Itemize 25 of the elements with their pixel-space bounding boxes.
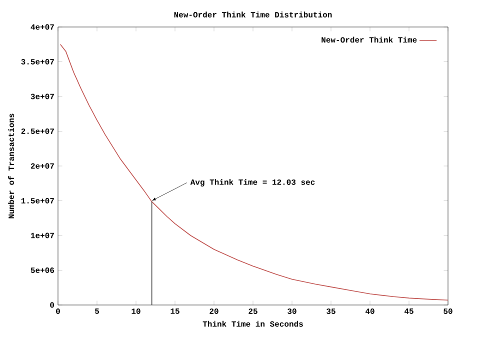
legend-label: New-Order Think Time: [322, 36, 417, 43]
x-tick-label: 35: [326, 308, 336, 314]
y-tick-label: 2.5e+07: [21, 128, 54, 134]
x-tick-label: 25: [248, 308, 258, 314]
y-tick-label: 3e+07: [30, 94, 54, 100]
x-tick-label: 5: [95, 308, 99, 314]
x-axis-title: Think Time in Seconds: [202, 320, 303, 327]
x-tick-label: 0: [56, 308, 60, 314]
y-tick-label: 4e+07: [30, 24, 54, 30]
x-tick-label: 40: [365, 308, 374, 314]
y-tick-label: 5e+06: [30, 268, 54, 273]
x-tick-label: 20: [210, 308, 218, 314]
y-tick-label: 2e+07: [30, 163, 54, 169]
x-tick-label: 45: [404, 308, 414, 314]
y-tick-label: 1e+07: [30, 232, 54, 238]
y-axis-title: Number of Transactions: [8, 114, 14, 218]
y-tick-label: 1.5e+07: [21, 198, 54, 204]
y-tick-label: 3.5e+07: [21, 59, 54, 64]
y-tick-label: 0: [50, 302, 54, 308]
x-tick-label: 10: [132, 308, 140, 314]
chart-title: New-Order Think Time Distribution: [174, 12, 332, 18]
x-tick-label: 30: [288, 308, 296, 314]
x-tick-label: 15: [170, 308, 180, 314]
x-tick-label: 50: [444, 308, 452, 314]
annotation: Avg Think Time = 12.03 sec: [190, 179, 315, 186]
